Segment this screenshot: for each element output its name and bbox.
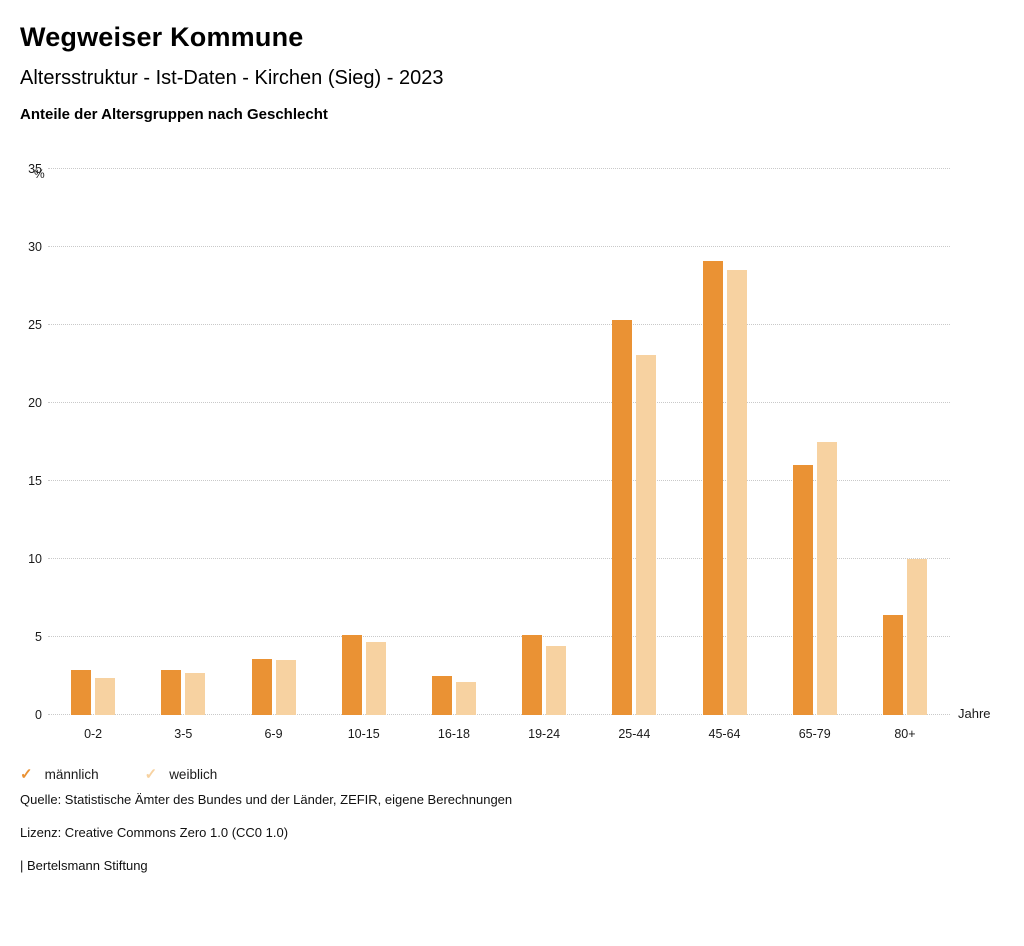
gridline	[48, 168, 950, 169]
legend-label: männlich	[44, 767, 99, 782]
bar-group-6-9	[228, 658, 318, 715]
bar-männlich-19-24[interactable]	[522, 635, 543, 715]
y-axis: 0 5 10 15 20 25 30 35	[20, 162, 48, 722]
bar-groups	[48, 169, 950, 715]
x-tick-label: 45-64	[708, 727, 741, 741]
legend-item-männlich[interactable]: ✓ männlich	[20, 767, 99, 782]
bar-weiblich-16-18[interactable]	[455, 682, 476, 715]
y-tick-label: 25	[28, 318, 42, 332]
x-tick-label: 10-15	[347, 727, 380, 741]
bar-weiblich-10-15[interactable]	[365, 641, 386, 715]
gridline	[48, 480, 950, 481]
attribution-note: | Bertelsmann Stiftung	[20, 858, 148, 873]
bar-group-19-24	[499, 635, 589, 715]
gridline	[48, 558, 950, 559]
plot-area	[48, 168, 950, 715]
x-axis-unit-label: Jahre	[958, 706, 991, 721]
x-tick-label: 80+	[894, 727, 916, 741]
gridline	[48, 402, 950, 403]
chart-plot-row: 0 5 10 15 20 25 30 35 Jahre	[20, 162, 1004, 722]
gridline	[48, 246, 950, 247]
x-tick-label: 25-44	[618, 727, 651, 741]
bar-weiblich-25-44[interactable]	[636, 354, 657, 715]
bar-männlich-0-2[interactable]	[71, 669, 92, 715]
bar-männlich-16-18[interactable]	[431, 676, 452, 715]
x-tick-label: 0-2	[84, 727, 103, 741]
source-note: Quelle: Statistische Ämter des Bundes un…	[20, 792, 513, 807]
bar-weiblich-45-64[interactable]	[726, 270, 747, 715]
license-note: Lizenz: Creative Commons Zero 1.0 (CC0 1…	[20, 825, 289, 840]
y-tick-label: 5	[35, 630, 42, 644]
bar-group-0-2	[48, 669, 138, 715]
legend: ✓ männlich ✓ weiblich	[20, 767, 1004, 782]
x-tick-label: 3-5	[174, 727, 193, 741]
bar-group-65-79	[770, 442, 860, 715]
bar-group-80+	[860, 559, 950, 715]
checkmark-icon: ✓	[144, 766, 158, 783]
bar-weiblich-80+[interactable]	[906, 559, 927, 715]
bar-weiblich-19-24[interactable]	[546, 646, 567, 715]
bar-group-25-44	[589, 320, 679, 715]
y-axis-unit-label: %	[34, 167, 45, 181]
footer: Quelle: Statistische Ämter des Bundes un…	[20, 792, 1004, 873]
page-title: Wegweiser Kommune	[20, 22, 304, 52]
y-tick-label: 0	[35, 708, 42, 722]
bar-männlich-3-5[interactable]	[161, 669, 182, 715]
bar-männlich-65-79[interactable]	[792, 465, 813, 715]
bar-männlich-10-15[interactable]	[341, 635, 362, 715]
chart-heading: Anteile der Altersgruppen nach Geschlech…	[20, 106, 328, 123]
bar-chart: % 0 5 10 15 20 25 30 35 Jahre 0-2 3-5 6-9 10-15 16-…	[20, 162, 1004, 741]
gridline	[48, 636, 950, 637]
bar-männlich-45-64[interactable]	[702, 261, 723, 715]
bar-männlich-25-44[interactable]	[612, 320, 633, 715]
y-tick-label: 10	[28, 552, 42, 566]
y-tick-label: 20	[28, 396, 42, 410]
x-axis: 0-2 3-5 6-9 10-15 16-18 19-24 25-44 45-64 65-79 8…	[48, 715, 950, 741]
bar-männlich-80+[interactable]	[882, 615, 903, 715]
legend-label: weiblich	[169, 767, 218, 782]
checkmark-icon: ✓	[20, 766, 33, 783]
bar-weiblich-0-2[interactable]	[95, 677, 116, 715]
bar-group-45-64	[679, 261, 769, 715]
bar-group-3-5	[138, 669, 228, 715]
bar-weiblich-65-79[interactable]	[816, 442, 837, 715]
y-tick-label: 15	[28, 474, 42, 488]
bar-weiblich-3-5[interactable]	[185, 672, 206, 715]
x-tick-label: 65-79	[798, 727, 831, 741]
y-tick-label: 30	[28, 240, 42, 254]
legend-item-weiblich[interactable]: ✓ weiblich	[145, 767, 218, 782]
x-tick-label: 19-24	[528, 727, 561, 741]
y-tick-label: 35	[28, 162, 42, 176]
x-tick-label: 6-9	[264, 727, 283, 741]
bar-group-10-15	[319, 635, 409, 715]
x-tick-label: 16-18	[437, 727, 470, 741]
gridline	[48, 324, 950, 325]
bar-männlich-6-9[interactable]	[251, 658, 272, 715]
bar-weiblich-6-9[interactable]	[275, 660, 296, 715]
gridline	[48, 714, 950, 715]
bar-group-16-18	[409, 676, 499, 715]
chart-subtitle: Altersstruktur - Ist-Daten - Kirchen (Si…	[20, 67, 444, 89]
